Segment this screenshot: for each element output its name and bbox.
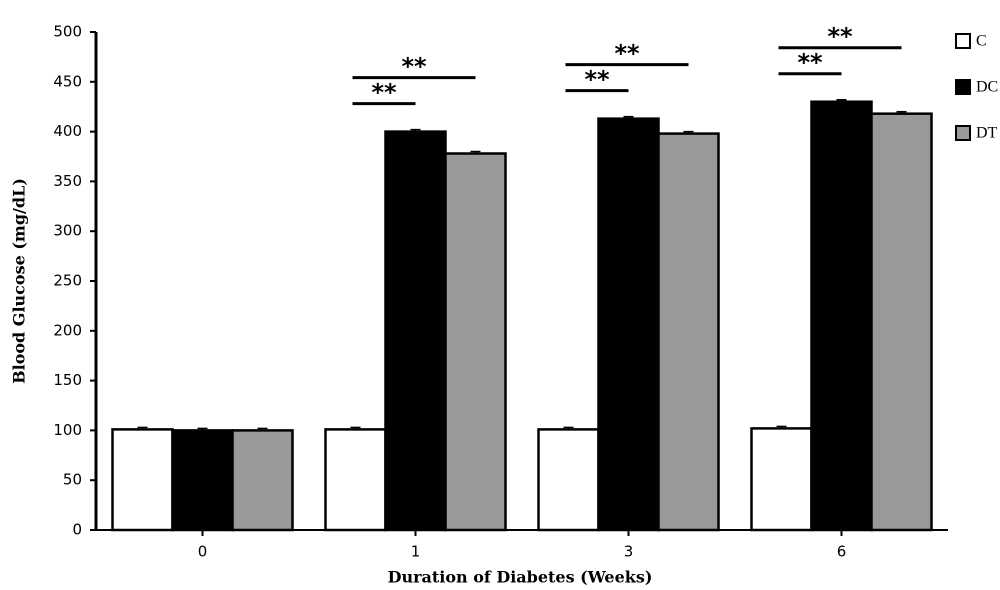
y-tick-label: 500	[53, 23, 82, 41]
x-tick-label: 0	[198, 543, 208, 561]
significance-label: **	[797, 49, 823, 77]
y-tick-label: 150	[53, 371, 82, 389]
legend-label: DT	[976, 125, 998, 142]
y-axis-title: Blood Glucose (mg/dL)	[10, 178, 29, 384]
bar	[750, 427, 813, 532]
bar	[231, 429, 294, 532]
bar	[384, 130, 447, 532]
bar	[324, 428, 387, 532]
significance-label: **	[614, 40, 640, 68]
significance-label: **	[371, 79, 397, 107]
bar	[444, 152, 507, 532]
bar	[810, 100, 873, 532]
significance-label: **	[584, 66, 610, 94]
legend-swatch	[955, 33, 971, 49]
x-axis-title: Duration of Diabetes (Weeks)	[388, 568, 653, 587]
legend-label: C	[976, 33, 987, 50]
y-tick-label: 50	[63, 471, 82, 489]
y-tick-label: 0	[72, 521, 82, 539]
significance-label: **	[401, 53, 427, 81]
x-tick-label: 6	[837, 543, 847, 561]
bar	[537, 428, 600, 532]
bar	[870, 112, 933, 532]
y-tick-label: 200	[53, 321, 82, 339]
x-tick-label: 1	[411, 543, 421, 561]
significance-label: **	[827, 23, 853, 51]
y-tick-label: 250	[53, 272, 82, 290]
x-tick-label: 3	[624, 543, 634, 561]
legend-swatch	[955, 125, 971, 141]
y-tick-label: 400	[53, 122, 82, 140]
y-tick-label: 100	[53, 421, 82, 439]
legend-swatch	[955, 79, 971, 95]
bar	[597, 117, 660, 532]
y-tick-label: 450	[53, 72, 82, 90]
legend-label: DC	[976, 79, 998, 96]
bar	[657, 132, 720, 532]
y-tick-label: 300	[53, 222, 82, 240]
bar	[111, 428, 174, 532]
bar	[171, 429, 234, 532]
y-tick-label: 350	[53, 172, 82, 190]
